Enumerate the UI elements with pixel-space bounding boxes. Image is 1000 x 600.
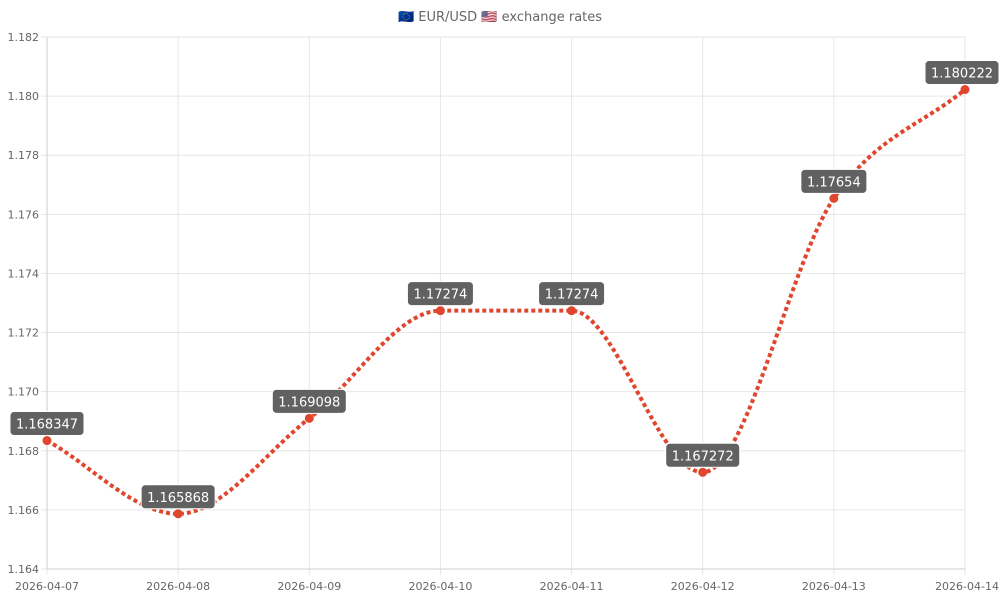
x-tick-label: 2026-04-10 <box>408 580 472 593</box>
data-label-box <box>538 281 606 307</box>
data-label: 1.17274 <box>545 288 599 303</box>
data-label-box <box>271 388 347 414</box>
y-tick-label: 1.166 <box>8 504 40 517</box>
x-tick-label: 2026-04-11 <box>540 580 604 593</box>
data-label-box <box>406 281 474 307</box>
data-label: 1.165868 <box>147 491 209 506</box>
y-tick-label: 1.176 <box>8 208 40 221</box>
data-point <box>42 436 52 446</box>
data-point <box>567 306 577 316</box>
data-label-box <box>800 168 868 194</box>
y-tick-label: 1.174 <box>8 267 40 280</box>
data-label-box <box>924 60 1000 86</box>
series-line <box>46 88 967 516</box>
data-label: 1.169098 <box>278 395 340 410</box>
data-point <box>304 413 314 423</box>
y-tick-label: 1.182 <box>8 31 40 44</box>
data-label: 1.167272 <box>672 449 734 464</box>
chart-title: 🇪🇺 EUR/USD 🇺🇸 exchange rates <box>397 10 603 25</box>
data-label: 1.168347 <box>16 418 78 433</box>
x-tick-label: 2026-04-09 <box>277 580 341 593</box>
data-label-box <box>9 411 85 437</box>
data-point <box>435 306 445 316</box>
x-tick-label: 2026-04-14 <box>935 580 999 593</box>
data-label: 1.17274 <box>414 288 468 303</box>
data-point <box>698 467 708 477</box>
y-tick-label: 1.170 <box>8 386 40 399</box>
y-tick-label: 1.168 <box>8 445 40 458</box>
data-label-box <box>665 442 741 468</box>
y-tick-label: 1.178 <box>8 149 40 162</box>
x-tick-label: 2026-04-12 <box>671 580 735 593</box>
data-point <box>960 85 970 95</box>
data-label: 1.180222 <box>931 67 993 82</box>
y-tick-label: 1.172 <box>8 327 40 340</box>
data-point <box>173 509 183 519</box>
data-point <box>829 193 839 203</box>
x-tick-label: 2026-04-08 <box>146 580 210 593</box>
y-tick-label: 1.164 <box>8 563 40 576</box>
y-tick-label: 1.180 <box>8 90 40 103</box>
x-tick-label: 2026-04-13 <box>802 580 866 593</box>
data-label-box <box>140 484 216 510</box>
data-label: 1.17654 <box>807 175 861 190</box>
x-tick-label: 2026-04-07 <box>15 580 79 593</box>
